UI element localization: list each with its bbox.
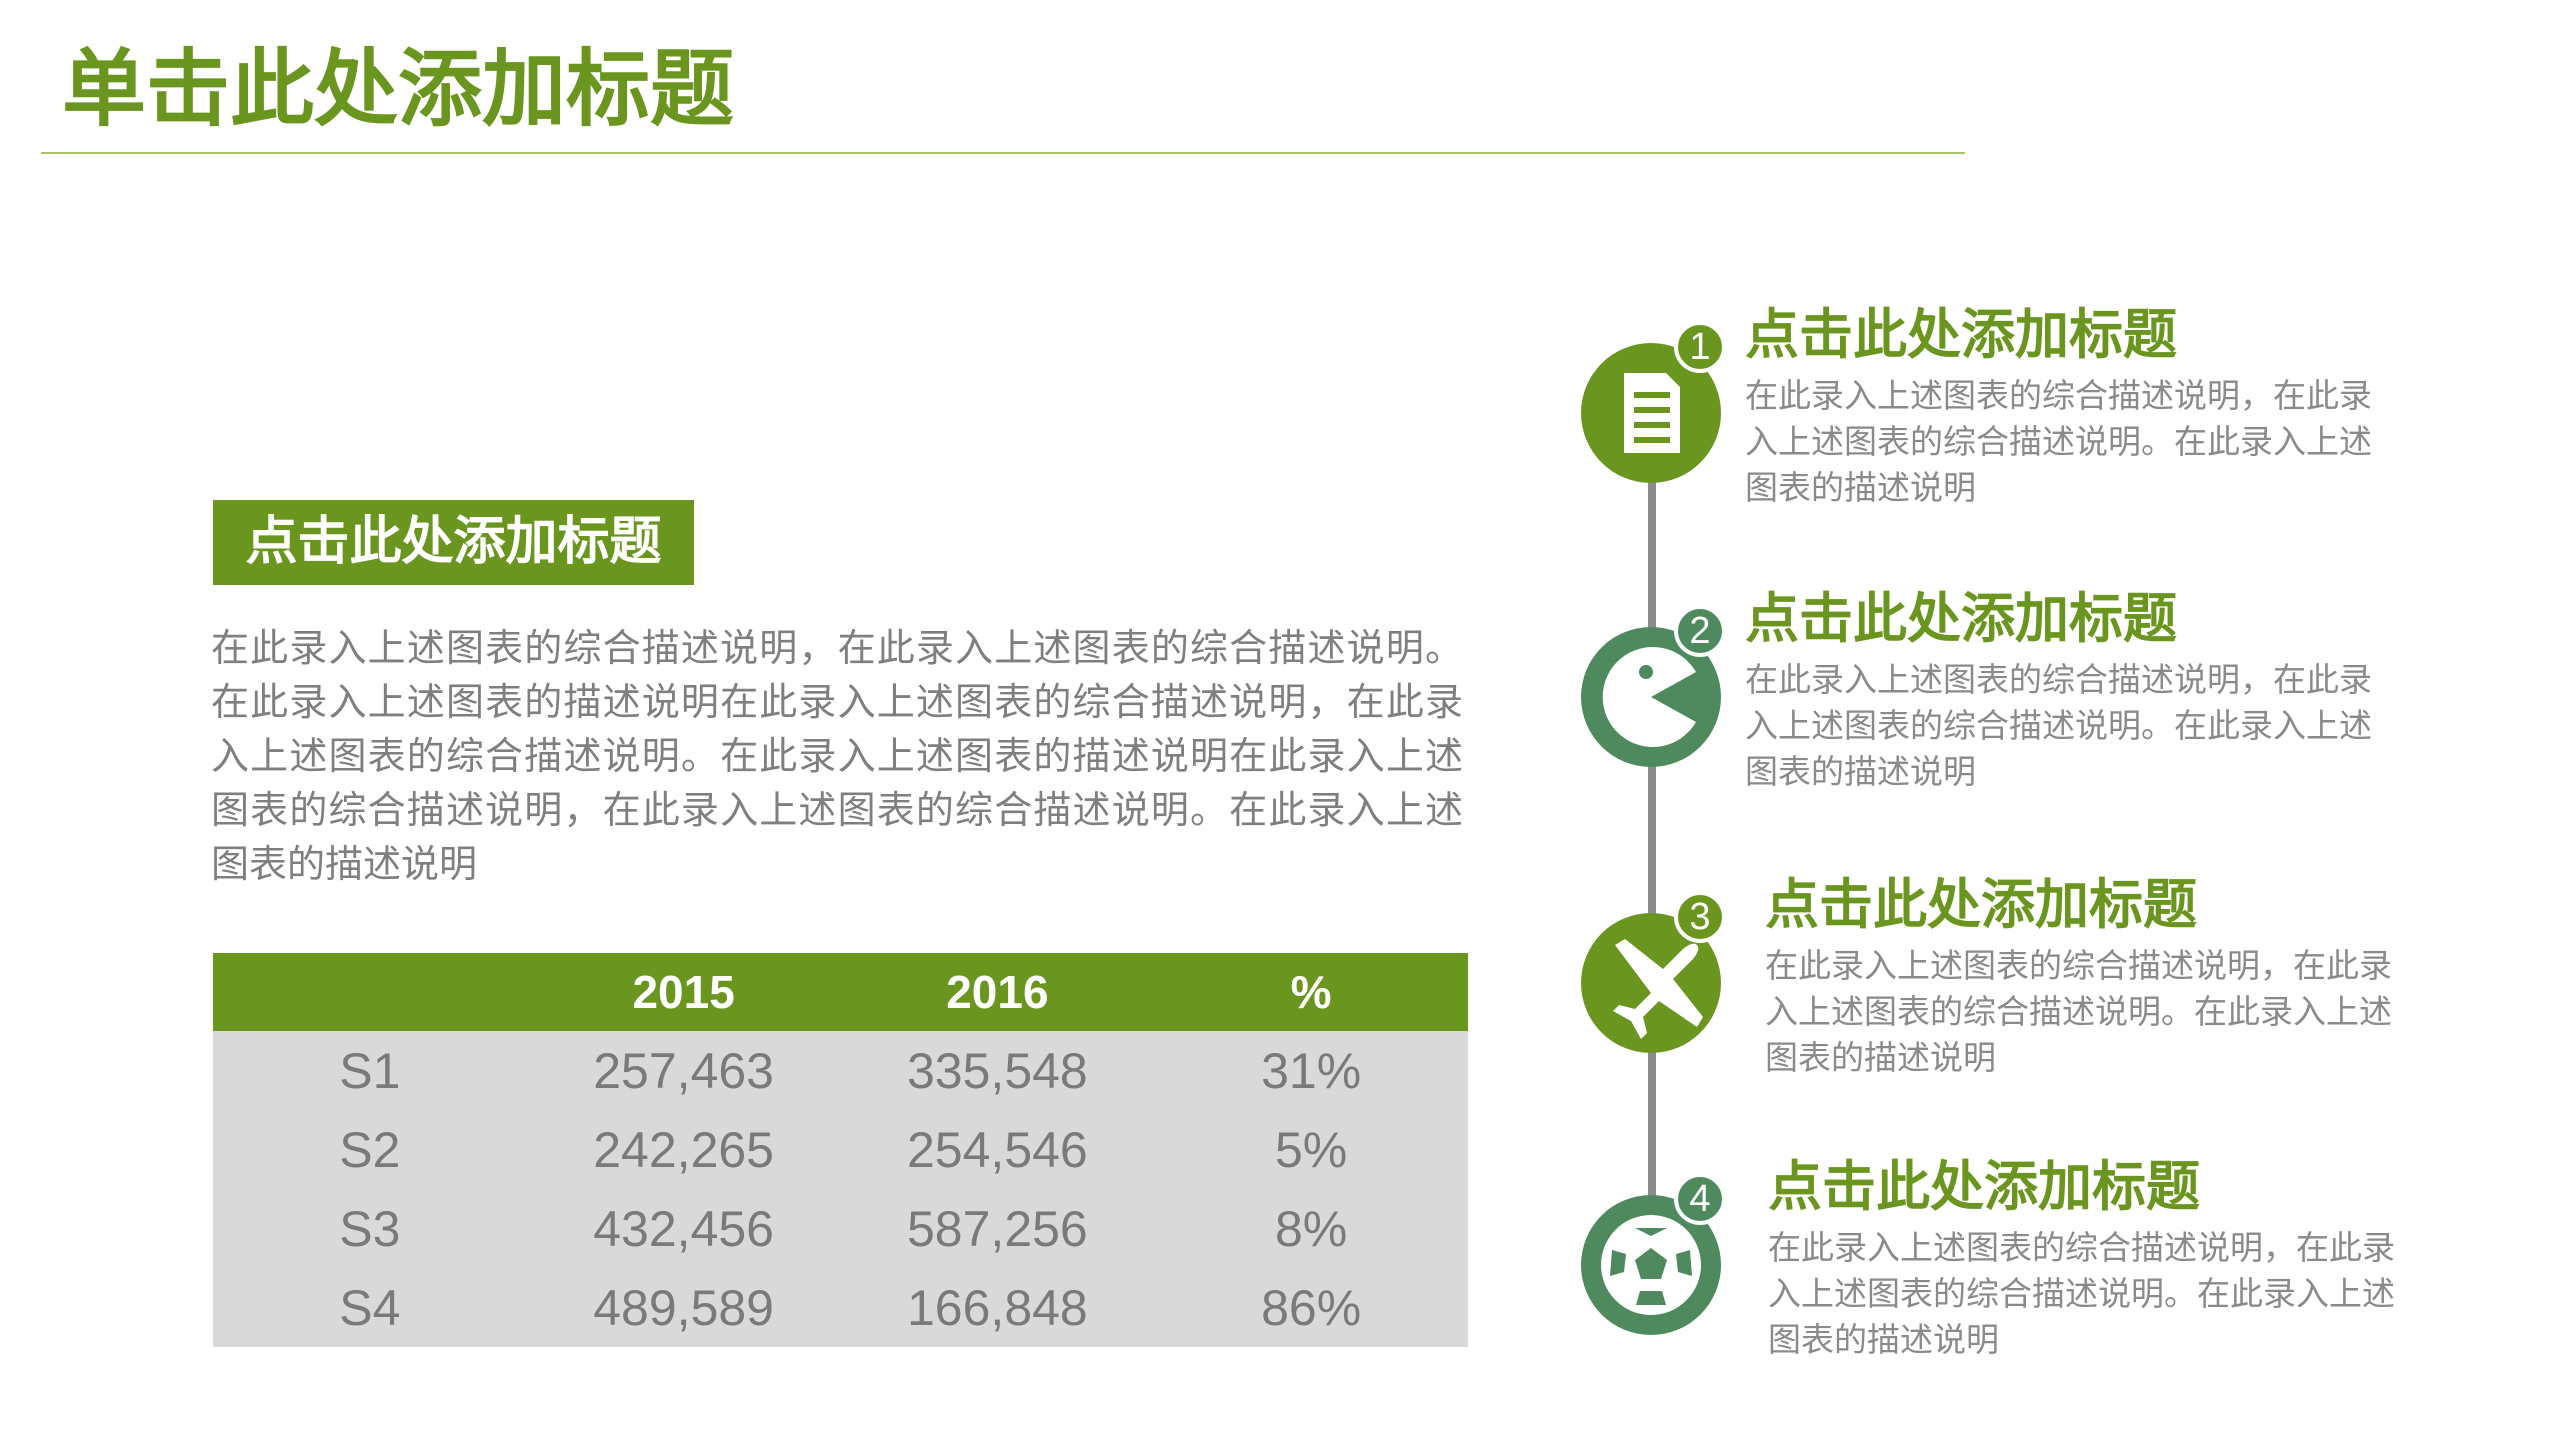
table-cell: 257,463 — [526, 1031, 841, 1110]
timeline-icon — [1581, 913, 1721, 1053]
section-text: 在此录入上述图表的综合描述说明，在此录入上述图表的综合描述说明。在此录入上述图表… — [211, 628, 1463, 886]
step-title: 点击此处添加标题 — [1765, 875, 2197, 935]
table-cell: 489,589 — [526, 1268, 841, 1347]
table-body: S1 257,463 335,548 31% S2 242,265 254,546 5% S3 4… — [213, 1031, 1468, 1347]
table-cell: S4 — [213, 1268, 527, 1347]
step-text: 在此录入上述图表的综合描述说明，在此录入上述图表的综合描述说明。在此录入上述图表… — [1765, 947, 2392, 1076]
table-cell: 432,456 — [526, 1189, 841, 1268]
header-cell: % — [1154, 953, 1468, 1031]
table-cell: 86% — [1154, 1268, 1468, 1347]
header-cell: 2016 — [840, 953, 1155, 1031]
data-table: 2015 2016% S1 257,463 335,548 31% S2 242,265 25… — [213, 953, 1468, 1347]
header-cell: 2015 — [526, 953, 841, 1031]
table-cell: 254,546 — [840, 1110, 1155, 1189]
table-row: S1 257,463 335,548 31% — [213, 1031, 1468, 1110]
step-badge: 4 — [1674, 1173, 1726, 1225]
table-cell: S3 — [213, 1189, 527, 1268]
timeline-icon — [1581, 1195, 1721, 1335]
table-cell: S2 — [213, 1110, 527, 1189]
table-cell: 587,256 — [840, 1189, 1155, 1268]
step-text: 在此录入上述图表的综合描述说明，在此录入上述图表的综合描述说明。在此录入上述图表… — [1768, 1229, 2395, 1358]
step-title: 点击此处添加标题 — [1768, 1157, 2200, 1217]
slide-title: 单击此处添加标题 — [62, 42, 735, 136]
badge-circle — [1674, 891, 1726, 943]
table-row: S4 489,589 166,848 86% — [213, 1268, 1468, 1347]
step-badge: 1 — [1674, 321, 1726, 373]
badge-number: 4 — [1689, 1178, 1710, 1220]
table-cell: S1 — [213, 1031, 527, 1110]
badge-number: 1 — [1689, 326, 1710, 368]
table-cell: 8% — [1154, 1189, 1468, 1268]
badge-circle — [1674, 605, 1726, 657]
table-header: 2015 2016% — [213, 953, 1468, 1031]
title-rule — [41, 152, 1965, 154]
step-badge: 3 — [1674, 891, 1726, 943]
step-badge: 2 — [1674, 605, 1726, 657]
badge-circle — [1674, 321, 1726, 373]
step-text: 在此录入上述图表的综合描述说明，在此录入上述图表的综合描述说明。在此录入上述图表… — [1745, 661, 2372, 790]
badge-circle — [1674, 1173, 1726, 1225]
table-cell: 335,548 — [840, 1031, 1155, 1110]
timeline-icon — [1581, 627, 1721, 767]
table-row: S2 242,265 254,546 5% — [213, 1110, 1468, 1189]
table-row: S3 432,456 587,256 8% — [213, 1189, 1468, 1268]
table-cell: 31% — [1154, 1031, 1468, 1110]
table-cell: 242,265 — [526, 1110, 841, 1189]
table-cell: 166,848 — [840, 1268, 1155, 1347]
timeline-icon — [1581, 343, 1721, 483]
section-title: 点击此处添加标题 — [213, 500, 694, 585]
step-text: 在此录入上述图表的综合描述说明，在此录入上述图表的综合描述说明。在此录入上述图表… — [1745, 377, 2372, 506]
table-cell: 5% — [1154, 1110, 1468, 1189]
header-cell — [213, 953, 527, 1031]
step-title: 点击此处添加标题 — [1745, 589, 2177, 649]
step-title: 点击此处添加标题 — [1745, 305, 2177, 365]
badge-number: 2 — [1689, 610, 1710, 652]
badge-number: 3 — [1689, 896, 1710, 938]
